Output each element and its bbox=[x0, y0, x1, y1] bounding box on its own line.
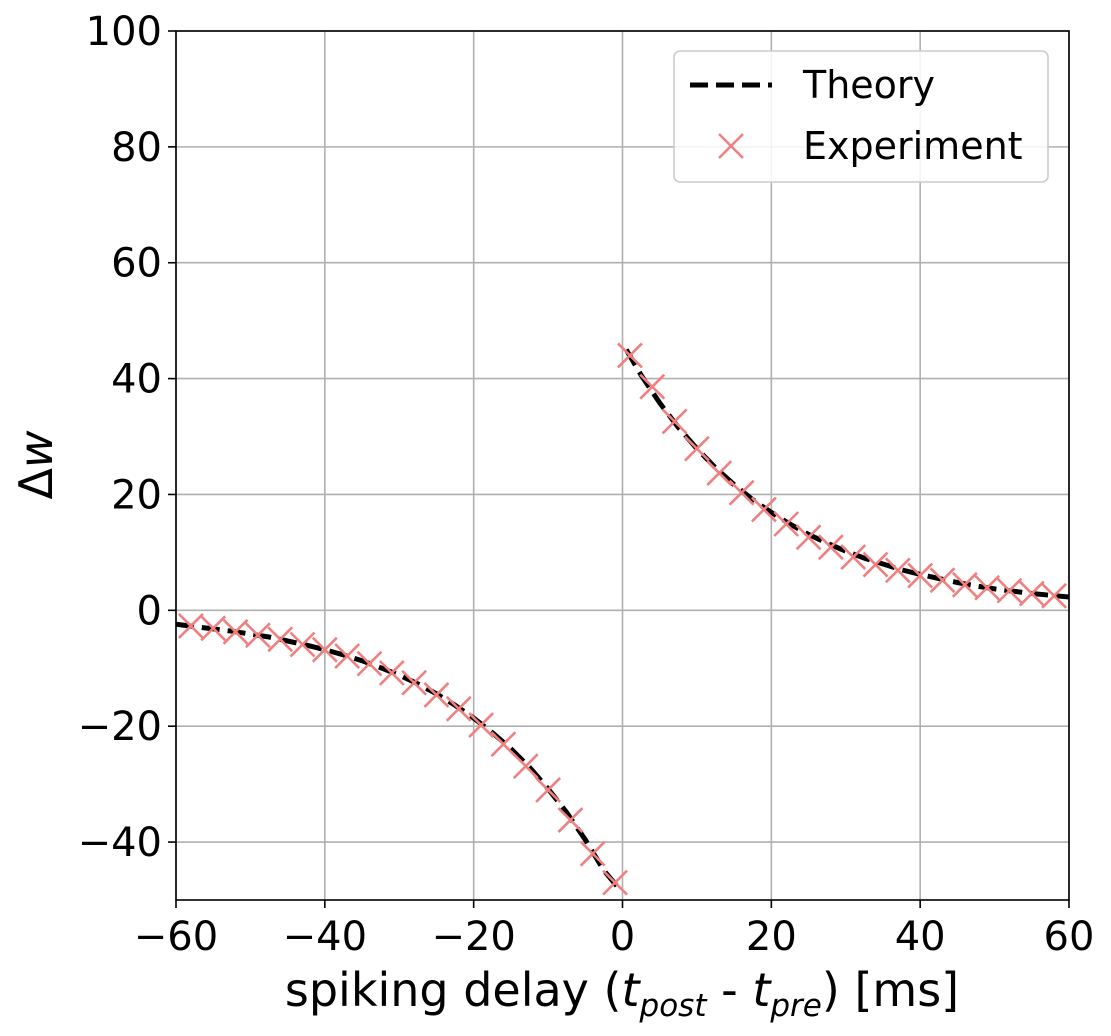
experiment-point bbox=[378, 659, 405, 686]
x-tick-label: −60 bbox=[134, 914, 218, 960]
experiment-point bbox=[617, 342, 643, 369]
experiment-point bbox=[750, 496, 777, 523]
theory-line-positive bbox=[624, 348, 1069, 600]
y-tick-label: 100 bbox=[86, 9, 162, 55]
y-axis-label: Δw bbox=[9, 430, 63, 499]
x-tick-label: −20 bbox=[431, 914, 515, 960]
y-tick-label: 20 bbox=[111, 472, 162, 518]
y-tick-label: 40 bbox=[111, 357, 162, 403]
experiment-point bbox=[773, 511, 800, 537]
experiment-point bbox=[817, 534, 844, 561]
experiment-point bbox=[356, 650, 383, 677]
experiment-point bbox=[907, 562, 934, 589]
legend: Theory Experiment bbox=[673, 50, 1049, 183]
y-tick-label: 80 bbox=[111, 125, 162, 171]
experiment-point bbox=[728, 479, 755, 506]
experiment-point bbox=[200, 615, 227, 642]
x-tick-label: −40 bbox=[283, 914, 367, 960]
x-axis-label: spiking delay (tpost - tpre) [ms] bbox=[285, 963, 959, 1024]
series-layer bbox=[176, 342, 1069, 896]
legend-experiment-swatch bbox=[718, 133, 744, 159]
experiment-point bbox=[177, 613, 204, 639]
tick-labels: −60 −40 −20 0 20 40 60 −40 −20 0 20 40 60 80 100 bbox=[78, 9, 1095, 960]
experiment-point bbox=[512, 753, 539, 780]
experiment-point bbox=[311, 636, 338, 663]
experiment-point bbox=[1041, 582, 1068, 609]
experiment-point bbox=[244, 622, 271, 649]
experiment-point bbox=[602, 869, 628, 896]
x-tick-label: 20 bbox=[746, 914, 797, 960]
experiment-point bbox=[445, 695, 472, 722]
experiment-point bbox=[862, 551, 889, 578]
y-tick-label: −40 bbox=[78, 820, 162, 866]
experiment-point bbox=[579, 840, 606, 867]
experiment-point bbox=[683, 435, 710, 462]
experiment-point bbox=[490, 731, 517, 758]
experiment-point bbox=[1018, 580, 1045, 607]
plot-area bbox=[176, 342, 1069, 896]
experiment-point bbox=[535, 777, 562, 803]
legend-experiment-label: Experiment bbox=[803, 124, 1023, 168]
experiment-point bbox=[423, 681, 450, 708]
experiment-point bbox=[951, 571, 978, 598]
ticks bbox=[168, 30, 1070, 908]
experiment-point bbox=[334, 643, 361, 670]
y-tick-label: 60 bbox=[111, 241, 162, 287]
experiment-point bbox=[929, 567, 956, 594]
experiment-point bbox=[974, 574, 1001, 601]
x-tick-label: 0 bbox=[610, 914, 635, 960]
x-tick-label: 40 bbox=[895, 914, 946, 960]
experiment-point bbox=[222, 618, 249, 645]
experiment-point bbox=[557, 807, 584, 833]
experiment-point bbox=[401, 669, 428, 696]
experiment-point bbox=[996, 577, 1023, 604]
experiment-point bbox=[289, 631, 316, 658]
experiment-point bbox=[884, 557, 911, 584]
experiment-point bbox=[661, 408, 688, 435]
x-tick-label: 60 bbox=[1044, 914, 1095, 960]
y-tick-label: −20 bbox=[78, 704, 162, 750]
experiment-point bbox=[267, 626, 294, 653]
experiment-point bbox=[840, 544, 867, 570]
legend-box bbox=[673, 50, 1049, 183]
experiment-point bbox=[468, 712, 495, 738]
experiment-point bbox=[706, 460, 733, 486]
legend-theory-label: Theory bbox=[802, 63, 935, 107]
experiment-point bbox=[639, 373, 666, 400]
y-tick-label: 0 bbox=[137, 588, 162, 634]
experiment-point bbox=[795, 524, 822, 551]
